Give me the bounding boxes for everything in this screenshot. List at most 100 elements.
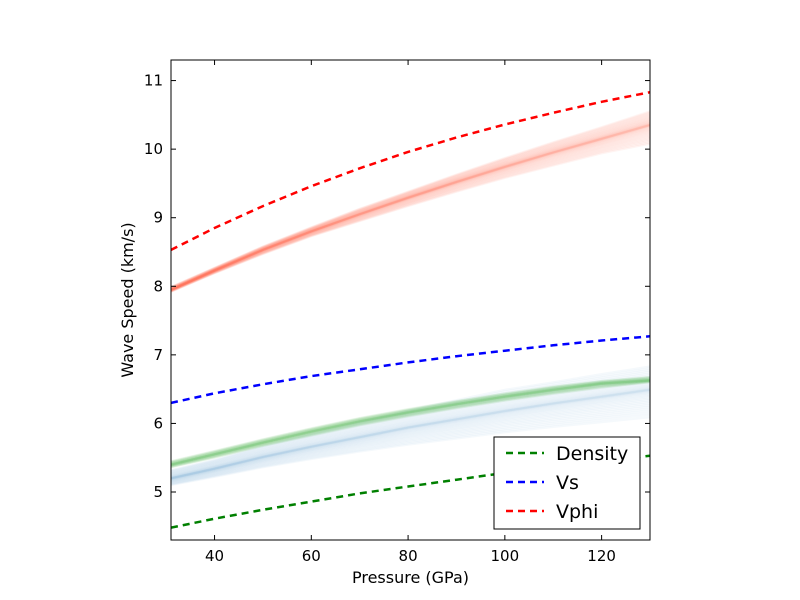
ensemble-band-1-member bbox=[171, 118, 650, 290]
ensemble-band-2-member bbox=[171, 367, 650, 472]
ensemble-band-1-member bbox=[171, 141, 650, 293]
y-tick-label: 10 bbox=[144, 140, 163, 158]
ensemble-band-2-member bbox=[171, 375, 650, 475]
ensemble-band-2-member bbox=[171, 374, 650, 475]
legend-label-vs: Vs bbox=[556, 472, 579, 494]
ensemble-band-1-member bbox=[171, 121, 650, 291]
ensemble-band-2-member bbox=[171, 407, 650, 485]
ensemble-band-2-member bbox=[171, 365, 650, 472]
ensemble-band-2-member bbox=[171, 387, 650, 480]
y-axis-label: Wave Speed (km/s) bbox=[118, 222, 137, 377]
ensemble-band-2-member bbox=[171, 409, 650, 485]
ensemble-band-3-member bbox=[171, 378, 650, 466]
ensemble-band-3-member bbox=[171, 380, 650, 468]
ensemble-band-1-member bbox=[171, 119, 650, 290]
ensemble-band-3-member bbox=[171, 380, 650, 468]
ensemble-band-2-member bbox=[171, 402, 650, 483]
ensemble-band-3-member bbox=[171, 380, 650, 468]
ensemble-band-3-member bbox=[171, 378, 650, 465]
ensemble-band-3-member bbox=[171, 378, 650, 465]
ensemble-band-1-member bbox=[171, 110, 650, 289]
ensemble-band-1-member bbox=[171, 136, 650, 293]
ensemble-band-3-member bbox=[171, 379, 650, 467]
ensemble-band-1-member bbox=[171, 117, 650, 290]
ensemble-band-3-member bbox=[171, 380, 650, 468]
legend-label-density: Density bbox=[556, 443, 628, 465]
ensemble-band-1-member bbox=[171, 142, 650, 293]
ensemble-band-3-member bbox=[171, 378, 650, 465]
ensemble-band-3-member bbox=[171, 380, 650, 467]
ensemble-band-1-member bbox=[171, 121, 650, 291]
ensemble-band-3-member bbox=[171, 378, 650, 466]
ensemble-band-1-member bbox=[171, 126, 650, 292]
y-tick-label: 7 bbox=[153, 346, 163, 364]
ensemble-band-1-member bbox=[171, 113, 650, 289]
ensemble-band-2-member bbox=[171, 369, 650, 473]
ensemble-band-3-member bbox=[171, 376, 650, 463]
ensemble-band-3-member bbox=[171, 381, 650, 469]
ensemble-band-3-member bbox=[171, 377, 650, 464]
ensemble-band-1-member bbox=[171, 130, 650, 292]
ensemble-band-3-member bbox=[171, 379, 650, 466]
legend-label-vphi: Vphi bbox=[556, 501, 598, 523]
ensemble-band-3-member bbox=[171, 380, 650, 467]
x-tick-label: 60 bbox=[302, 547, 321, 565]
ensemble-band-1-member bbox=[171, 133, 650, 292]
ensemble-band-2-member bbox=[171, 381, 650, 477]
ensemble-band-1-member bbox=[171, 123, 650, 291]
ensemble-band-3-member bbox=[171, 376, 650, 463]
ensemble-band-1-member bbox=[171, 112, 650, 289]
ensemble-band-2-member bbox=[171, 372, 650, 474]
x-tick-label: 40 bbox=[205, 547, 224, 565]
ensemble-band-2-member bbox=[171, 382, 650, 478]
ensemble-band-1-member bbox=[171, 114, 650, 289]
ensemble-band-1-member bbox=[171, 135, 650, 293]
ensemble-band-2-member bbox=[171, 380, 650, 477]
ensemble-band-2-member bbox=[171, 386, 650, 479]
ensemble-band-2-member bbox=[171, 385, 650, 479]
ensemble-band-2-member bbox=[171, 387, 650, 479]
y-axis-ticks: 5 6 7 8 9 10 11 bbox=[144, 72, 650, 501]
x-tick-label: 100 bbox=[491, 547, 520, 565]
y-tick-label: 5 bbox=[153, 483, 163, 501]
ensemble-band-3-member bbox=[171, 379, 650, 466]
ensemble-band-1-member bbox=[171, 128, 650, 292]
ensemble-band-3-member bbox=[171, 375, 650, 463]
ensemble-band-1-member bbox=[171, 139, 650, 293]
ensemble-band-3-member bbox=[171, 379, 650, 467]
ensemble-band-2-member bbox=[171, 388, 650, 480]
ensemble-band-2-member bbox=[171, 388, 650, 480]
y-tick-label: 11 bbox=[144, 72, 163, 90]
ensemble-band-3-member bbox=[171, 377, 650, 464]
ensemble-band-1-member bbox=[171, 134, 650, 292]
ensemble-band-1-member bbox=[171, 125, 650, 291]
ensemble-band-1-member bbox=[171, 118, 650, 290]
ensemble-band-3-member bbox=[171, 380, 650, 468]
ensemble-band-2-member bbox=[171, 391, 650, 480]
x-axis-ticks: 40 60 80 100 120 bbox=[205, 60, 616, 565]
ensemble-band-1-member bbox=[171, 124, 650, 291]
y-tick-label: 8 bbox=[153, 277, 163, 295]
ensemble-band-3-member bbox=[171, 378, 650, 466]
ensemble-band-1-member bbox=[171, 124, 650, 291]
plot-frame bbox=[170, 59, 651, 541]
ensemble-band-2-member bbox=[171, 404, 650, 484]
series-line-density bbox=[171, 454, 650, 529]
ensemble-bands bbox=[171, 110, 650, 487]
ensemble-band-3-member bbox=[171, 379, 650, 466]
ensemble-band-1-member bbox=[171, 124, 650, 291]
ensemble-band-3-member bbox=[171, 376, 650, 464]
ensemble-band-3-member bbox=[171, 379, 650, 466]
ensemble-band-2-member bbox=[171, 388, 650, 480]
ensemble-band-2-member bbox=[171, 370, 650, 474]
x-tick-label: 120 bbox=[587, 547, 616, 565]
x-tick-label: 80 bbox=[399, 547, 418, 565]
ensemble-band-1-member bbox=[171, 111, 650, 289]
ensemble-band-3-member bbox=[171, 379, 650, 467]
ensemble-band-1-member bbox=[171, 132, 650, 292]
ensemble-band-1-member bbox=[171, 127, 650, 292]
ensemble-band-1-member bbox=[171, 120, 650, 291]
ensemble-band-1-member bbox=[171, 123, 650, 291]
ensemble-band-1-member bbox=[171, 122, 650, 291]
